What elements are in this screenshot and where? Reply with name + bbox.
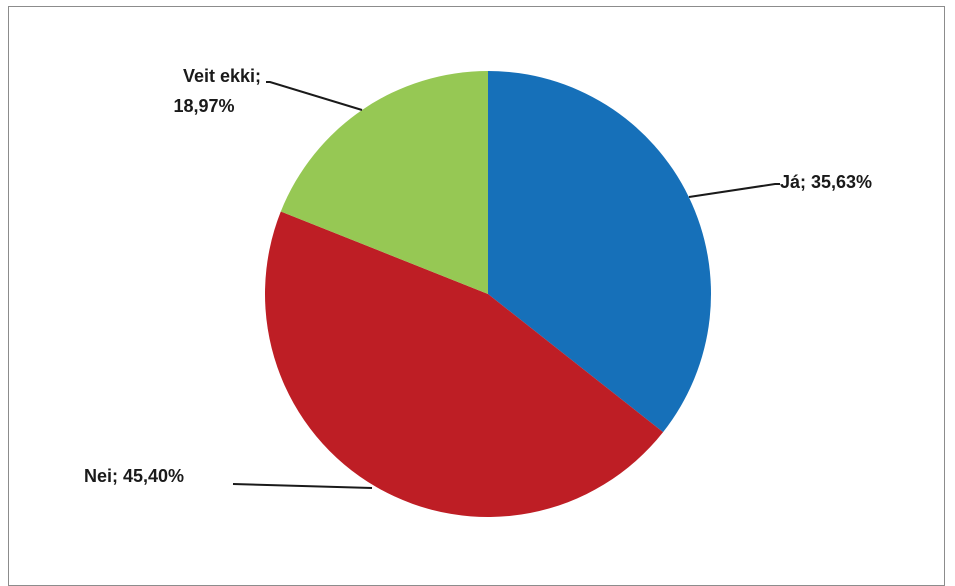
leader-line-ja (688, 183, 780, 198)
leader-line-veit-ekki (266, 81, 363, 111)
data-label-ja: Já; 35,63% (780, 172, 872, 192)
pie-slices (264, 71, 712, 518)
data-label-veit-ekki-line1: Veit ekki; (183, 66, 261, 86)
leader-line-nei (232, 483, 373, 489)
data-label-nei: Nei; 45,40% (84, 466, 184, 486)
pie-slice-veit-ekki (280, 71, 488, 294)
leader-lines (232, 81, 780, 489)
pie-slice-ja (488, 71, 712, 433)
data-label-veit-ekki-line2: 18,97% (173, 96, 234, 116)
pie-slice-nei (264, 211, 664, 518)
